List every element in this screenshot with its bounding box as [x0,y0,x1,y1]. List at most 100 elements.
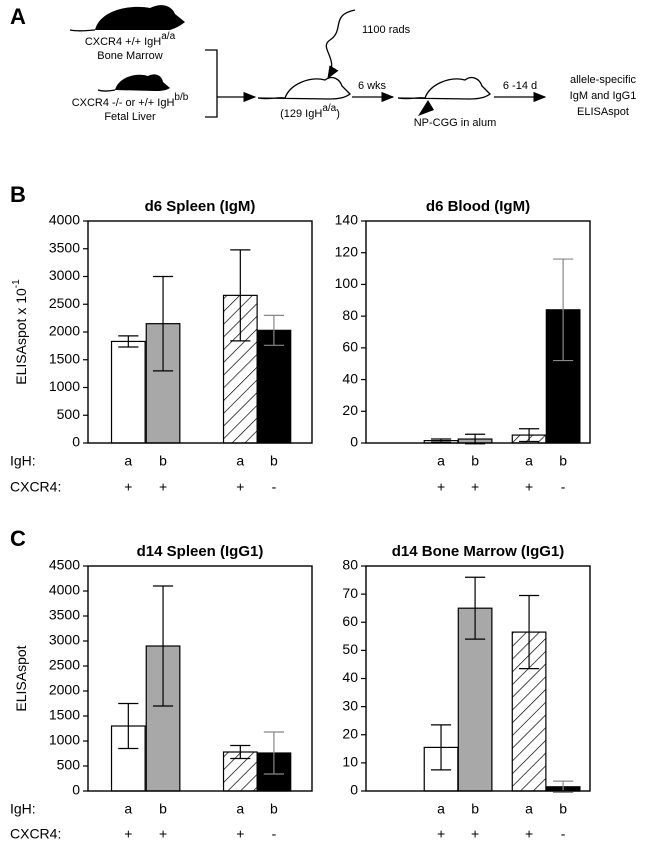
y-tick-label: 20 [342,725,358,741]
y-tick-label: 50 [342,641,358,657]
y-tick-label: 140 [335,212,359,228]
y-tick-label: 2000 [49,323,80,339]
y-tick-label: 120 [335,243,359,259]
x-tick-label: b [559,801,567,817]
text-part: ELISAspot x 10 [13,288,29,385]
y-tick-label: 20 [342,402,358,418]
x-tick-label: a [124,801,132,817]
y-tick-label: 2500 [49,295,80,311]
error-bar [230,744,251,760]
chart-title: d6 Spleen (IgM) [145,198,256,215]
y-tick-label: 4000 [49,212,80,228]
y-tick-label: 0 [72,434,80,450]
error-bar [152,585,174,707]
error-bar [518,594,540,670]
error-bar [152,275,174,372]
donor-mouse [115,74,170,91]
x-tick-label: a [437,801,445,817]
donor-mouse [95,5,185,31]
y-tick-label: 1500 [49,350,80,366]
row-label: CXCR4: [10,479,61,495]
error-bar [430,438,452,443]
y-tick-label: 1000 [49,378,80,394]
bar [110,340,146,444]
text-part: CXCR4 +/+ IgH [85,36,161,48]
y-tick-label: 0 [350,434,358,450]
x-tick-label: a [236,801,244,817]
error-bar [263,731,284,775]
y-tick-label: 80 [342,307,358,323]
group-label: + [525,826,533,842]
group-label: + [236,826,244,842]
plot-frame [87,565,313,792]
error-bar [230,249,251,342]
group-label: + [124,826,132,842]
error-bar [118,335,139,348]
y-tick-label: 100 [335,275,359,291]
group-label: + [471,826,479,842]
y-tick-label: 60 [342,613,358,629]
x-tick-label: b [471,453,479,469]
radiation-arrow [325,9,356,80]
y-tick-label: 60 [342,339,358,355]
error-bar [263,314,284,346]
y-tick-label: 500 [57,406,81,422]
interval: 6 -14 d [503,80,537,92]
superscript: -1 [11,279,22,288]
y-axis-label: ELISAspot [13,645,29,711]
readout: IgM and IgG1 [570,90,637,102]
x-tick-label: b [159,453,167,469]
y-tick-label: 30 [342,697,358,713]
bracket-arrow [205,49,255,118]
group-label: + [159,479,167,495]
y-tick-label: 2500 [49,657,80,673]
group-label: + [159,826,167,842]
superscript: a/a [322,103,336,114]
text-part: (129 IgH [280,108,322,120]
chart-title: d6 Blood (IgM) [426,198,530,215]
donor-label: CXCR4 +/+ IgHa/a [85,31,176,48]
y-tick-label: 0 [350,782,358,798]
x-tick-label: a [525,453,533,469]
superscript: b/b [174,92,188,103]
readout: allele-specific [570,74,637,86]
x-tick-label: b [270,801,278,817]
panel-label: A [10,4,26,29]
row-label: IgH: [10,801,36,817]
y-tick-label: 4000 [49,582,80,598]
error-bar [553,258,574,362]
chart-title: d14 Bone Marrow (IgG1) [392,543,565,560]
panel-label: C [10,526,26,551]
plot-frame [365,220,591,444]
error-bar [465,433,486,445]
y-tick-label: 1000 [49,732,80,748]
x-tick-label: a [437,453,445,469]
text-part: ELISAspot [13,645,29,711]
error-bar [518,428,540,443]
y-tick-label: 3500 [49,239,80,255]
x-tick-label: b [159,801,167,817]
chart-title: d14 Spleen (IgG1) [137,543,264,560]
group-label: + [437,826,445,842]
y-tick-label: 2000 [49,682,80,698]
schematic [69,5,547,118]
bar [256,329,292,444]
group-label: - [272,479,277,495]
group-label: + [525,479,533,495]
y-tick-label: 80 [342,557,358,573]
x-tick-label: a [525,801,533,817]
group-label: + [124,479,132,495]
y-tick-label: 500 [57,757,81,773]
y-tick-label: 10 [342,754,358,770]
panel-label: B [10,182,26,207]
group-label: - [561,479,566,495]
y-tick-label: 3500 [49,607,80,623]
superscript: a/a [161,31,175,42]
recipient-mouse [257,76,351,100]
x-tick-label: b [559,453,567,469]
group-label: + [236,479,244,495]
plot-frame [87,220,313,444]
row-label: IgH: [10,453,36,469]
donor-label: CXCR4 -/- or +/+ IgHb/b [72,92,189,109]
